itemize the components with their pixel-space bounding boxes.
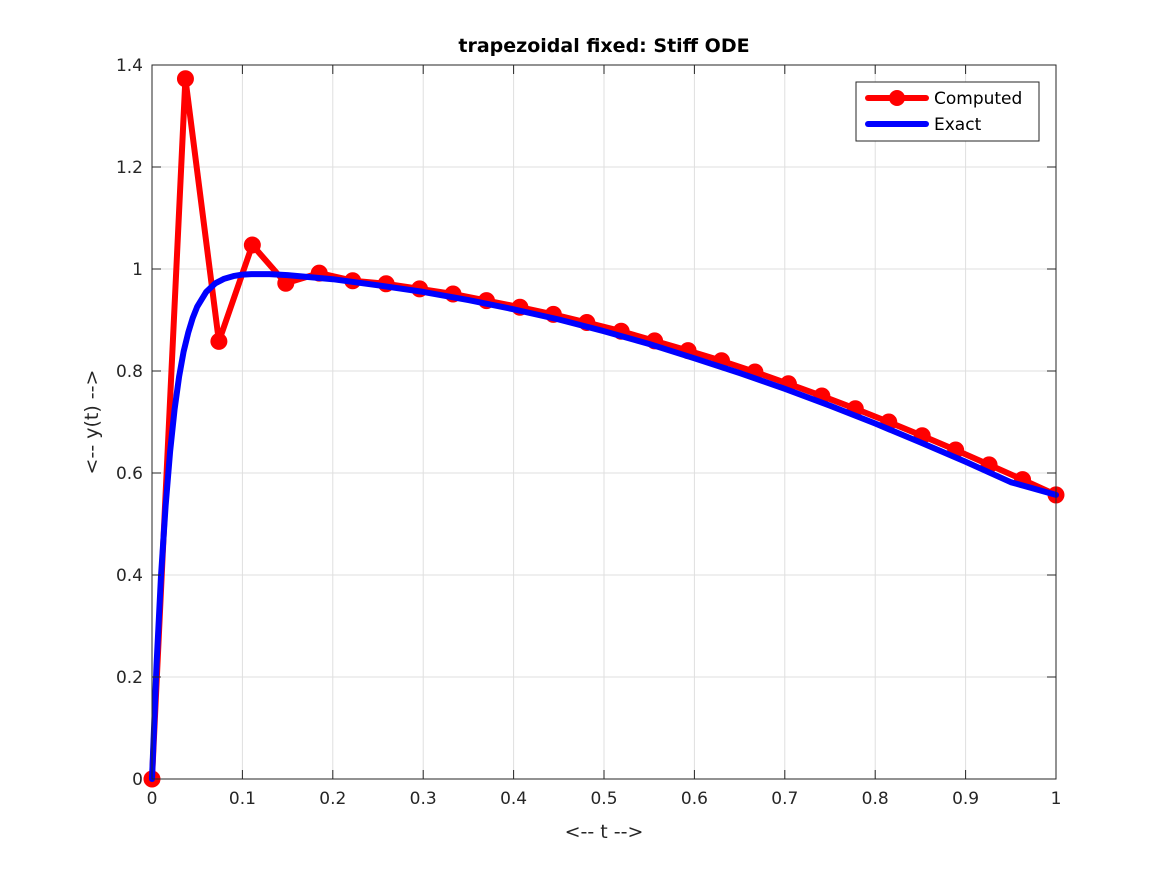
chart-title: trapezoidal fixed: Stiff ODE <box>458 35 749 57</box>
x-tick-label: 1 <box>1051 789 1062 809</box>
legend-computed-label: Computed <box>934 89 1022 109</box>
y-tick-label: 0.4 <box>116 566 143 586</box>
exact-line <box>149 271 1059 782</box>
x-tick-labels: 0 0.1 0.2 0.3 0.4 0.5 0.6 0.7 0.8 0.9 1 <box>147 789 1062 809</box>
computed-point <box>176 70 194 88</box>
y-tick-label: 1 <box>132 260 143 280</box>
x-tick-label: 0.5 <box>590 789 617 809</box>
x-tick-label: 0.6 <box>681 789 708 809</box>
computed-point <box>243 236 261 254</box>
ticks <box>151 64 1057 780</box>
x-tick-label: 0.3 <box>410 789 437 809</box>
y-tick-label: 0.8 <box>116 362 143 382</box>
x-axis-label: <-- t --> <box>565 821 644 843</box>
computed-point <box>210 332 228 350</box>
x-tick-label: 0.4 <box>500 789 527 809</box>
x-tick-label: 0 <box>147 789 158 809</box>
x-tick-label: 0.7 <box>771 789 798 809</box>
legend-box <box>855 81 1040 142</box>
y-tick-label: 0 <box>132 770 143 790</box>
legend: Computed Exact <box>855 81 1040 142</box>
x-tick-label: 0.9 <box>952 789 979 809</box>
y-tick-labels: 0 0.2 0.4 0.6 0.8 1 1.2 1.4 <box>116 56 143 790</box>
y-tick-label: 1.2 <box>116 158 143 178</box>
legend-computed-marker <box>889 90 905 106</box>
y-tick-label: 0.2 <box>116 668 143 688</box>
x-tick-label: 0.1 <box>229 789 256 809</box>
exact-series <box>149 271 1059 782</box>
y-tick-label: 0.6 <box>116 464 143 484</box>
x-tick-label: 0.8 <box>862 789 889 809</box>
y-tick-label: 1.4 <box>116 56 143 76</box>
y-axis-label: <-- y(t) --> <box>81 370 103 475</box>
x-tick-label: 0.2 <box>319 789 346 809</box>
legend-exact-label: Exact <box>934 115 982 135</box>
